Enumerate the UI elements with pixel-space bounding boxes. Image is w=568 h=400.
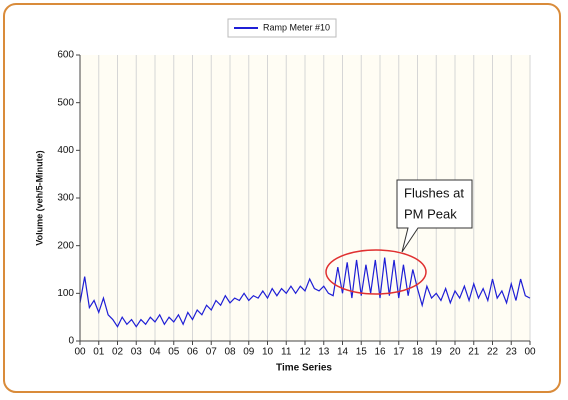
callout [396,179,473,253]
y-tick-label: 400 [57,145,74,156]
x-tick-label: 00 [74,347,86,358]
x-tick-label: 04 [149,347,161,358]
y-tick-label: 100 [57,288,74,299]
x-axis-label: Time Series [276,363,332,374]
x-tick-label: 07 [206,347,218,358]
highlight-ellipse [325,249,427,295]
x-tick-label: 19 [431,347,443,358]
y-tick-label: 0 [68,336,74,347]
x-tick-label: 12 [299,347,311,358]
x-tick-label: 11 [281,347,292,358]
series-line [79,257,531,328]
x-tick-label: 21 [468,347,480,358]
x-tick-label: 10 [262,347,274,358]
x-tick-label: 15 [356,347,368,358]
x-tick-label: 06 [187,347,199,358]
x-tick-label: 09 [243,347,255,358]
y-axis-label: Volume (veh/5-Minute) [34,150,44,245]
x-tick-label: 18 [412,347,424,358]
x-tick-label: 14 [337,347,349,358]
x-tick-label: 02 [112,347,124,358]
y-tick-label: 600 [57,50,74,61]
x-tick-label: 17 [393,347,405,358]
x-tick-label: 16 [374,347,386,358]
x-tick-label: 23 [506,347,518,358]
x-tick-label: 05 [168,347,180,358]
legend [227,18,337,38]
x-tick-label: 13 [318,347,330,358]
x-tick-label: 22 [487,347,499,358]
annotation: PM Peak [404,206,457,221]
legend-label: Ramp Meter #10 [263,22,330,32]
annotation: Flushes at [404,185,464,200]
y-tick-label: 500 [57,97,74,108]
y-tick-label: 300 [57,193,74,204]
x-tick-label: 03 [131,347,143,358]
x-tick-label: 08 [224,347,236,358]
x-tick-label: 20 [449,347,461,358]
x-tick-label: 00 [524,347,536,358]
x-tick-label: 01 [93,347,105,358]
y-tick-label: 200 [57,240,74,251]
